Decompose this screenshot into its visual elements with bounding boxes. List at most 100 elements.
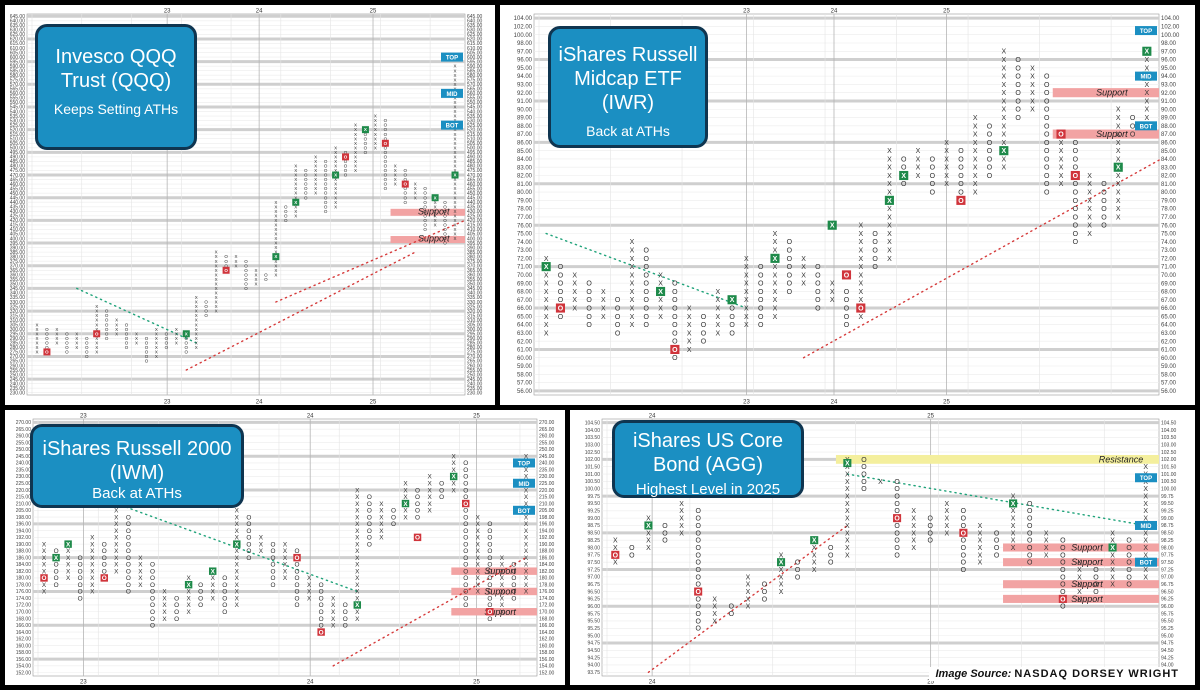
agg-y-tick-left: 97.25 [587,567,600,573]
iwm-o-box: O [150,575,155,582]
agg-y-tick-left: 94.75 [587,641,600,647]
iwr-x-box: X [973,173,978,180]
iwm-x-box: X [476,555,481,562]
iwr-x-box: X [1087,206,1092,213]
agg-x-box: X [1110,530,1115,537]
agg-x-box: X [1077,574,1082,581]
agg-y-tick-right: 95.00 [1161,633,1174,639]
qqq-y-tick-left: 340.00 [10,291,26,297]
iwm-o-box: O [319,609,324,616]
iwr-y-tick-left: 91.00 [517,99,533,105]
qqq-x-box: X [215,309,218,314]
iwm-x-box: X [524,521,529,528]
agg-o-box: O [994,552,1000,559]
qqq-x-box: X [35,345,38,350]
qqq-y-tick-right: 380.00 [467,254,483,260]
qqq-signal-o-box [43,348,51,356]
iwr-x-box: X [773,231,778,238]
qqq-x-box: X [155,336,158,341]
iwm-x-box: X [355,568,360,575]
agg-x-box: X [613,560,618,567]
iwr-o-box: O [586,289,592,296]
iwm-o-box: O [295,575,300,582]
qqq-x-box: X [195,322,198,327]
iwr-year-label-top: 25 [943,9,950,15]
agg-x-box: X [1110,574,1115,581]
qqq-x-box: X [454,218,457,223]
iwr-x-box: X [1030,65,1035,72]
iwr-y-tick-right: 68.00 [1161,290,1177,296]
iwr-x-box: X [887,190,892,197]
qqq-o-box: O [384,145,388,150]
qqq-x-box: X [334,191,337,196]
iwm-x-box: X [355,582,360,589]
qqq-y-tick-right: 345.00 [467,286,483,292]
qqq-y-tick-left: 630.00 [10,28,26,34]
iwr-y-tick-right: 72.00 [1161,256,1177,262]
iwr-x-box: X [887,239,892,246]
iwm-x-box: X [476,589,481,596]
agg-x-box: X [746,589,751,596]
iwm-o-box: O [102,548,107,555]
qqq-y-tick-left: 495.00 [10,150,26,156]
agg-o-box: O [762,589,768,596]
iwr-y-tick-right: 97.00 [1161,49,1177,55]
qqq-y-tick-left: 275.00 [10,350,26,356]
iwr-x-box: X [773,239,778,246]
iwr-y-tick-left: 76.00 [517,223,533,229]
agg-x-box: X [779,589,784,596]
iwm-marker-top [513,458,535,468]
iwm-o-box: O [367,508,372,515]
iwm-o-box: O [415,494,420,501]
qqq-o-box: O [224,263,228,268]
qqq-y-tick-right: 465.00 [467,177,483,183]
iwr-x-box: X [1116,115,1121,122]
qqq-marker-label: MID [447,92,459,98]
qqq-o-box: O [304,168,308,173]
iwm-o-box: O [78,595,83,602]
qqq-o-box: O [185,345,189,350]
iwm-o-box: O [367,528,372,535]
iwm-o-box: O [463,474,468,481]
iwm-o-box: O [295,582,300,589]
iwm-signal-box-label: X [211,568,216,575]
agg-x-box: X [911,516,916,523]
qqq-y-tick-right: 565.00 [467,87,483,93]
iwr-signal-x-box [770,253,780,263]
iwm-x-box: X [66,568,71,575]
iwm-signal-box-label: O [487,609,492,616]
iwm-y-tick-right: 166.00 [539,623,555,629]
iwr-x-box: X [1001,82,1006,89]
iwr-year-label-bottom: 23 [743,400,750,406]
qqq-o-box: O [284,213,288,218]
qqq-o-box: O [204,304,208,309]
agg-y-tick-left: 104.00 [585,428,601,434]
qqq-x-box: X [454,191,457,196]
iwm-x-box: X [452,460,457,467]
iwm-x-box: X [500,589,505,596]
iwr-x-box: X [744,281,749,288]
iwm-x-box: X [114,555,119,562]
iwr-y-tick-right: 66.00 [1161,306,1177,312]
qqq-y-tick-right: 405.00 [467,232,483,238]
iwm-signal-box-label: X [452,474,457,481]
iwm-y-tick-right: 198.00 [539,515,555,521]
iwm-y-tick-left: 225.00 [16,481,32,487]
qqq-y-tick-right: 430.00 [467,209,483,215]
iwr-x-box: X [1116,140,1121,147]
iwr-o-box: O [586,281,592,288]
iwr-x-box: X [858,281,863,288]
iwm-x-box: X [524,562,529,569]
iwr-x-box: X [630,272,635,279]
agg-x-box: X [712,618,717,625]
iwr-x-box: X [973,140,978,147]
agg-y-tick-left: 100.50 [585,479,601,485]
qqq-y-tick-left: 510.00 [10,136,26,142]
iwr-o-box: O [1015,82,1021,89]
iwm-x-box: X [379,528,384,535]
qqq-x-box: X [454,73,457,78]
iwm-x-box: X [114,562,119,569]
qqq-x-box: X [274,259,277,264]
qqq-y-tick-left: 335.00 [10,295,26,301]
qqq-x-box: X [374,118,377,123]
